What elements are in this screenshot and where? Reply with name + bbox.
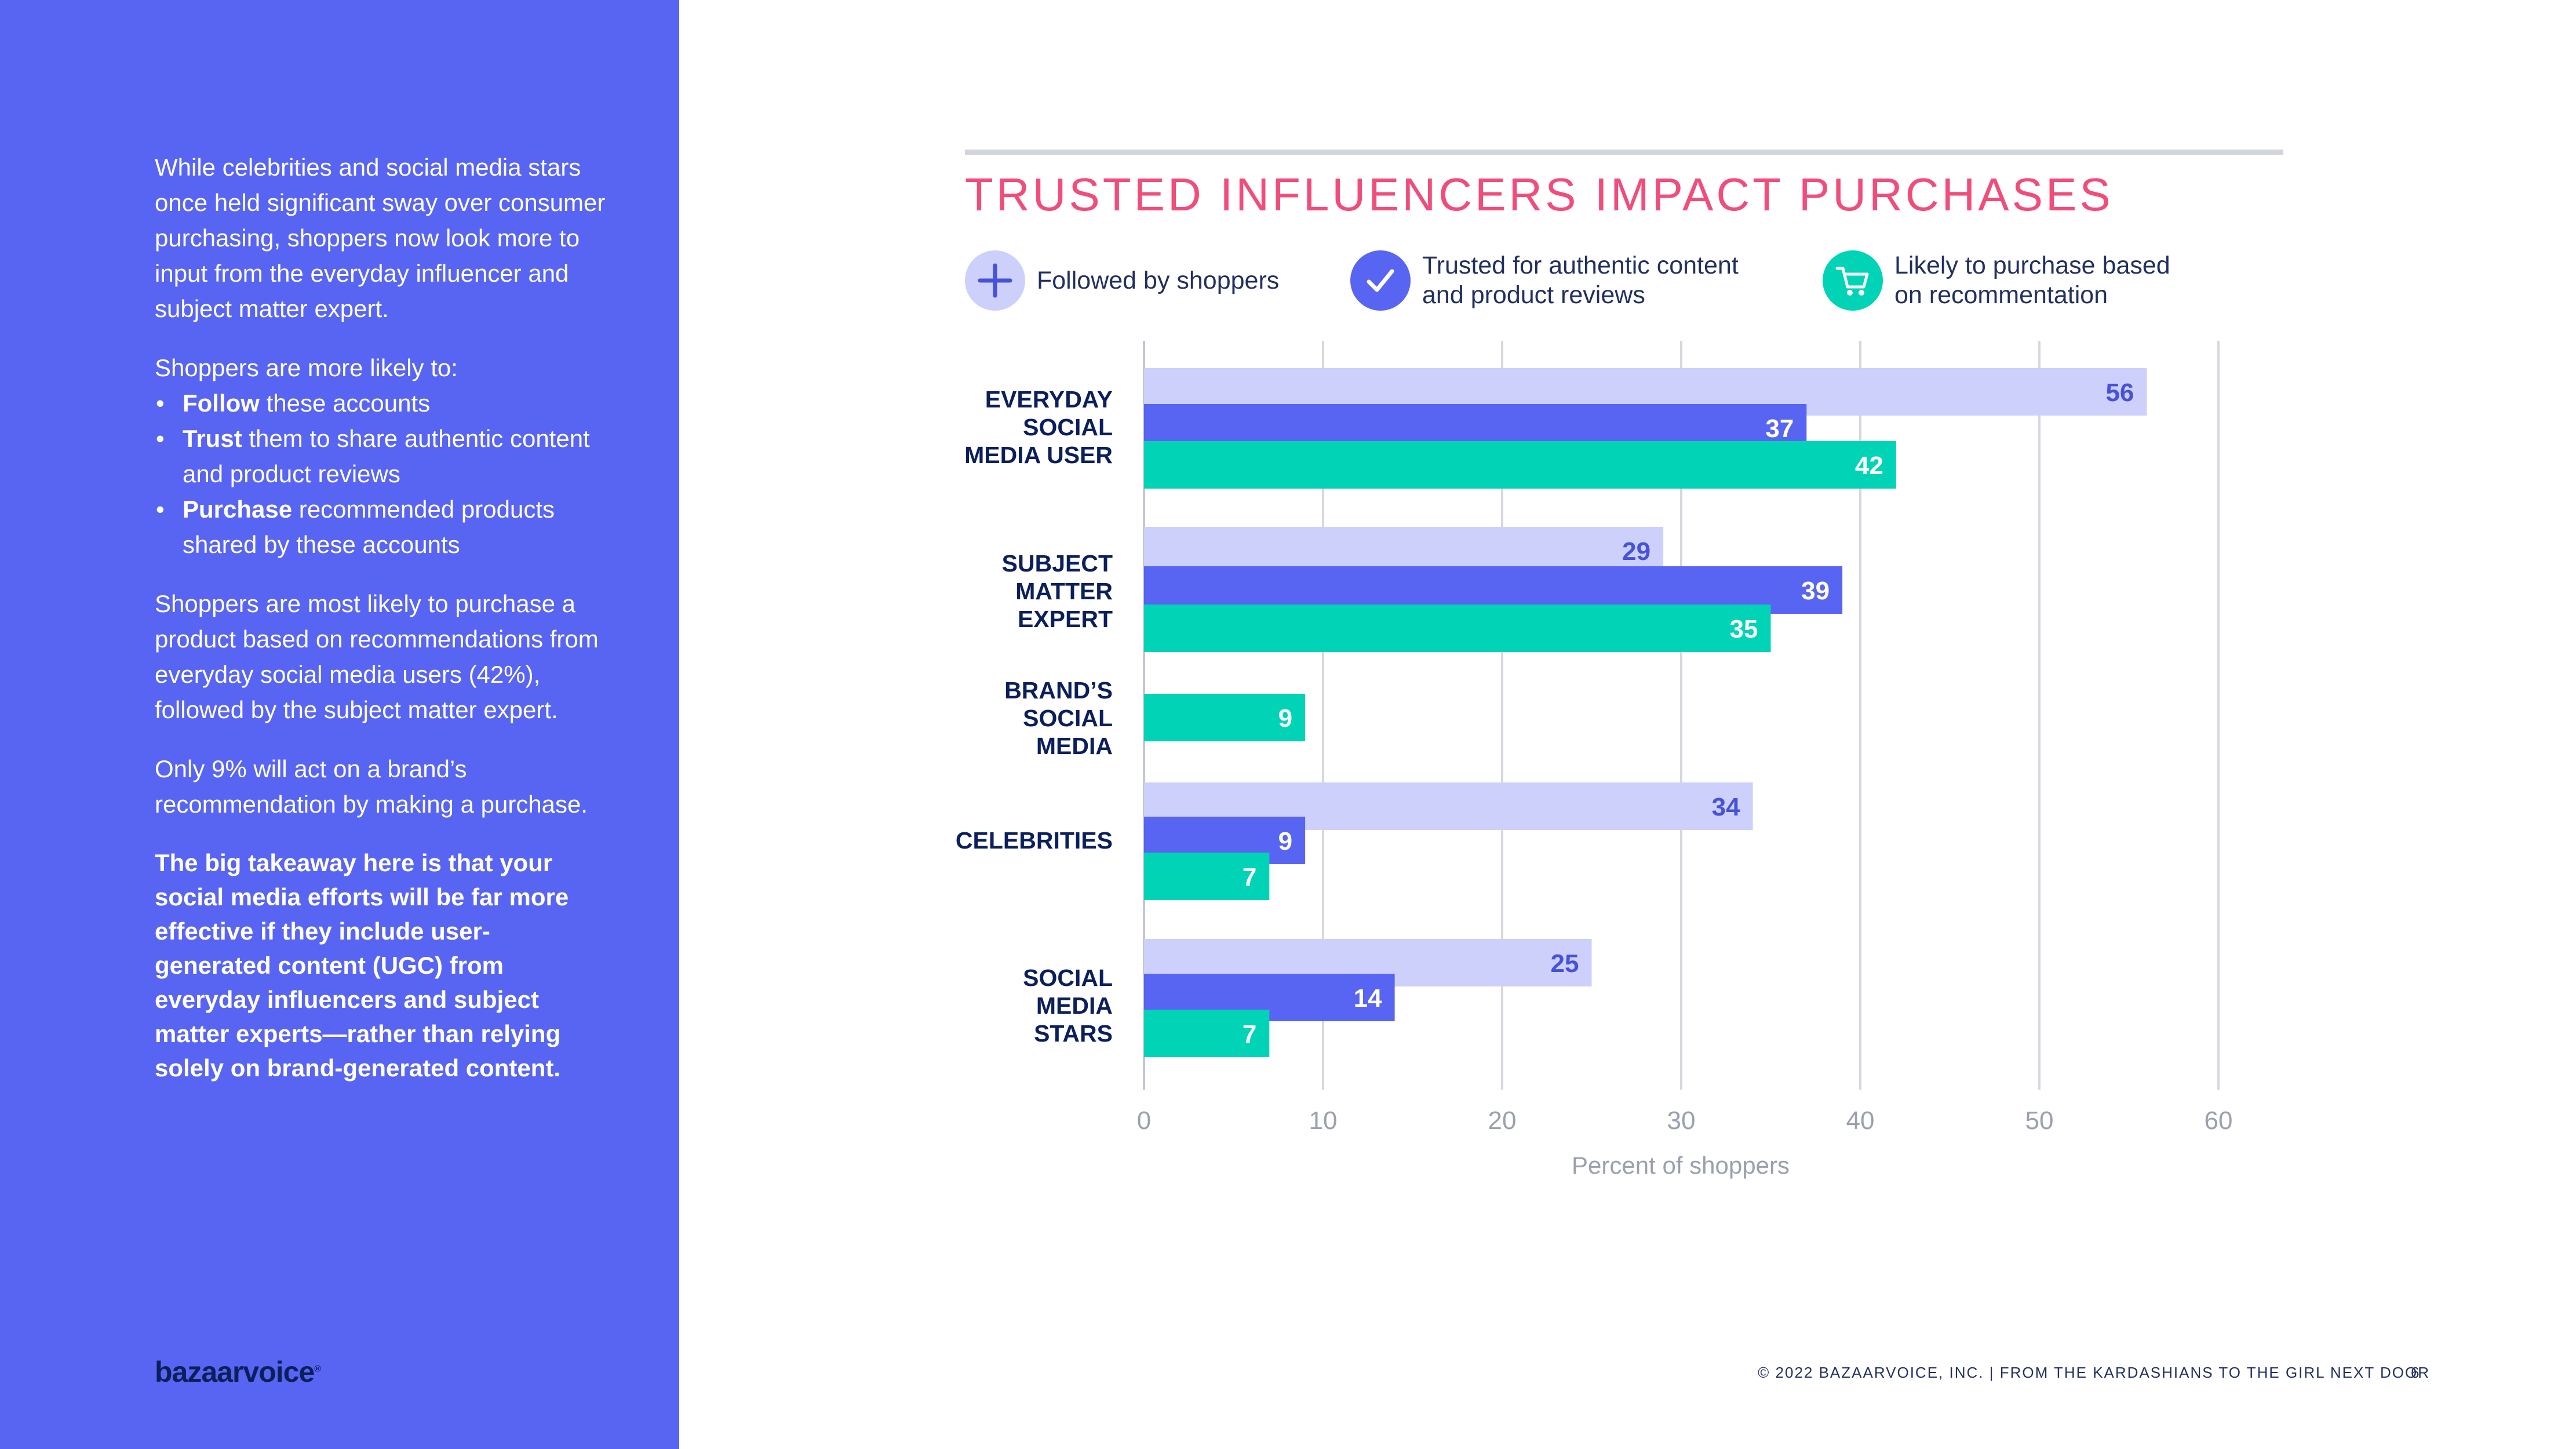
x-tick-label: 0 — [1137, 1106, 1151, 1135]
legend-item-followed: Followed by shoppers — [965, 250, 1279, 311]
bullet-bold: Follow — [183, 389, 260, 417]
bar-value-label: 7 — [1243, 1020, 1256, 1048]
takeaway-paragraph: The big takeaway here is that your socia… — [155, 849, 569, 1082]
legend-label: Followed by shoppers — [1037, 266, 1280, 294]
x-tick-label: 60 — [2205, 1106, 2233, 1135]
title-rule — [965, 150, 2283, 155]
likely-intro: Shoppers are more likely to: — [155, 354, 458, 381]
intro-paragraph: While celebrities and social media stars… — [155, 154, 606, 322]
bazaarvoice-logo: bazaarvoice® — [155, 1355, 321, 1389]
legend-item-trusted: Trusted for authentic content and produc… — [1350, 250, 1739, 311]
brand-paragraph: Only 9% will act on a brand’s recommenda… — [155, 755, 588, 818]
bullet-bold: Trust — [183, 425, 242, 452]
category-label-subject-matter-expert: SUBJECT MATTER EXPERT — [1001, 550, 1113, 632]
legend-label: Trusted for authentic content and produc… — [1422, 252, 1739, 309]
legend-item-purchase: Likely to purchase based on recommentati… — [1823, 250, 2170, 311]
bar — [1144, 1010, 1270, 1057]
category-label-celebrities: CELEBRITIES — [955, 827, 1113, 854]
bar-value-label: 9 — [1278, 704, 1292, 733]
x-tick-label: 10 — [1309, 1106, 1338, 1135]
bar-value-label: 29 — [1622, 537, 1650, 566]
sidebar-text: While celebrities and social media stars… — [155, 150, 618, 1109]
bullet-purchase: Purchase recommended products shared by … — [155, 492, 618, 562]
bar-value-label: 56 — [2105, 378, 2134, 407]
x-tick-label: 20 — [1488, 1106, 1517, 1135]
bar — [1144, 853, 1270, 900]
purchase-paragraph: Shoppers are most likely to purchase a p… — [155, 590, 599, 723]
bar-value-label: 7 — [1243, 863, 1256, 891]
category-label-brands-social-media: BRAND’S SOCIAL MEDIA — [1004, 677, 1113, 759]
plus-icon — [965, 250, 1025, 311]
bar-value-label: 14 — [1354, 984, 1382, 1013]
bar-value-label: 42 — [1855, 452, 1883, 480]
bar-value-label: 35 — [1730, 615, 1758, 643]
sidebar-panel: While celebrities and social media stars… — [0, 0, 679, 1449]
footer-text: © 2022 BAZAARVOICE, INC. | FROM THE KARD… — [1758, 1364, 2430, 1381]
bullet-text: these accounts — [259, 389, 431, 417]
bar — [1144, 605, 1771, 652]
logo-registered-mark: ® — [314, 1364, 321, 1374]
bar-value-label: 34 — [1712, 793, 1740, 821]
shopping-cart-icon — [1823, 250, 1883, 311]
bullet-text: recommended products shared by these acc… — [183, 496, 555, 558]
x-axis-ticks: 0 10 20 30 40 50 60 — [1137, 1106, 2233, 1135]
bar-value-label: 39 — [1801, 577, 1830, 605]
bar-value-label: 37 — [1765, 414, 1794, 443]
category-label-everyday-social-media-user: EVERYDAY SOCIAL MEDIA USER — [964, 386, 1113, 468]
page-number: 6 — [2411, 1364, 2420, 1381]
bullet-text: them to share authentic content and prod… — [183, 425, 590, 487]
checkmark-icon — [1350, 250, 1411, 311]
likely-list: Follow these accounts Trust them to shar… — [155, 385, 618, 562]
chart-title: TRUSTED INFLUENCERS IMPACT PURCHASES — [965, 169, 2114, 220]
bullet-bold: Purchase — [183, 496, 293, 523]
bar — [1144, 694, 1306, 741]
x-tick-label: 40 — [1846, 1106, 1875, 1135]
legend-label: Likely to purchase based on recommentati… — [1894, 252, 2170, 309]
x-axis-label: Percent of shoppers — [1572, 1152, 1790, 1179]
x-tick-label: 50 — [2025, 1106, 2054, 1135]
bullet-follow: Follow these accounts — [155, 385, 618, 421]
x-tick-label: 30 — [1667, 1106, 1696, 1135]
bar — [1144, 441, 1896, 489]
category-label-social-media-stars: SOCIAL MEDIA STARS — [1023, 964, 1113, 1047]
bar-value-label: 9 — [1278, 827, 1292, 855]
logo-text: bazaarvoice — [155, 1356, 315, 1388]
bar-value-label: 25 — [1551, 949, 1579, 978]
bars — [1144, 368, 2147, 1057]
bullet-trust: Trust them to share authentic content an… — [155, 421, 618, 492]
